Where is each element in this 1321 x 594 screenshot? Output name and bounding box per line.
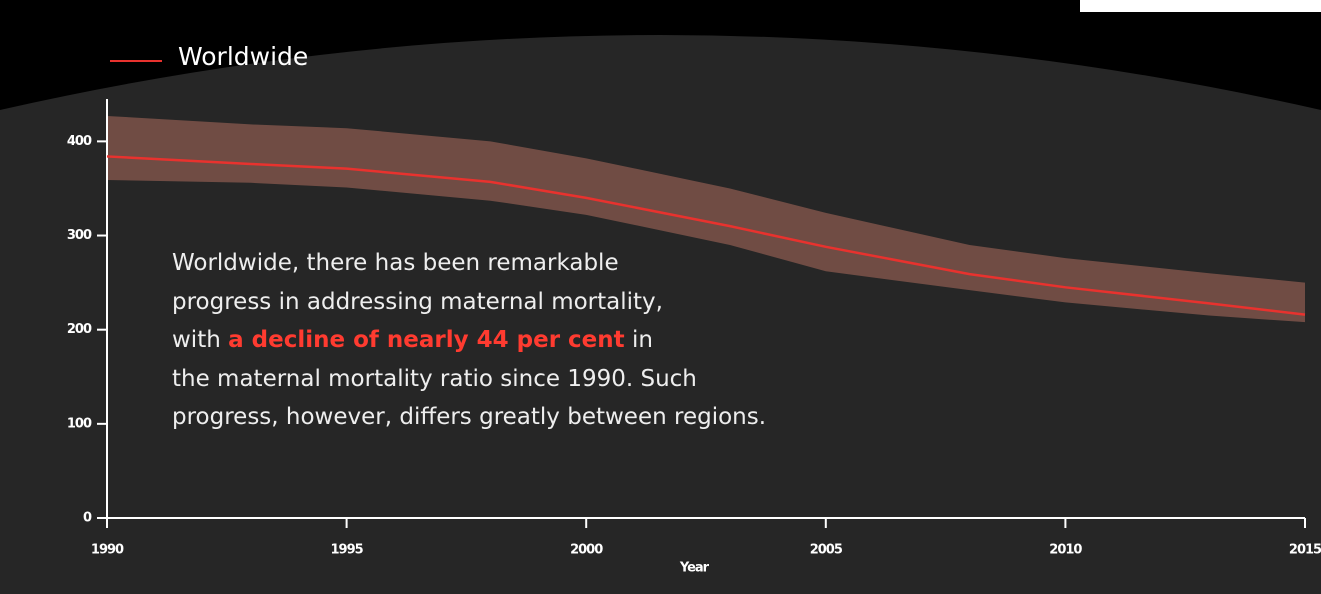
y-tick-label: 0 (83, 511, 92, 526)
x-axis-label: Year (679, 561, 710, 576)
y-tick-label: 200 (67, 322, 92, 337)
annotation-text: in the maternal mortality ratio since 19… (172, 327, 767, 430)
y-tick-label: 100 (67, 416, 92, 431)
legend-label: Worldwide (178, 42, 308, 71)
x-tick-label: 2010 (1049, 543, 1082, 558)
annotation-highlight: a decline of nearly 44 per cent (228, 327, 625, 353)
corner-box (1080, 0, 1321, 12)
x-tick-label: 2000 (570, 543, 603, 558)
uncertainty-band (107, 115, 1305, 323)
x-tick-label: 1990 (91, 543, 124, 558)
y-tick-label: 400 (67, 134, 92, 149)
annotation: Worldwide, there has been remarkable pro… (172, 244, 766, 437)
annotation-text: Worldwide, there has been remarkable pro… (172, 250, 663, 353)
x-tick-label: 2015 (1289, 543, 1321, 558)
x-tick-label: 2005 (810, 543, 843, 558)
x-tick-label: 1995 (331, 543, 364, 558)
data-line (106, 155, 1306, 316)
y-tick-label: 300 (67, 228, 92, 243)
